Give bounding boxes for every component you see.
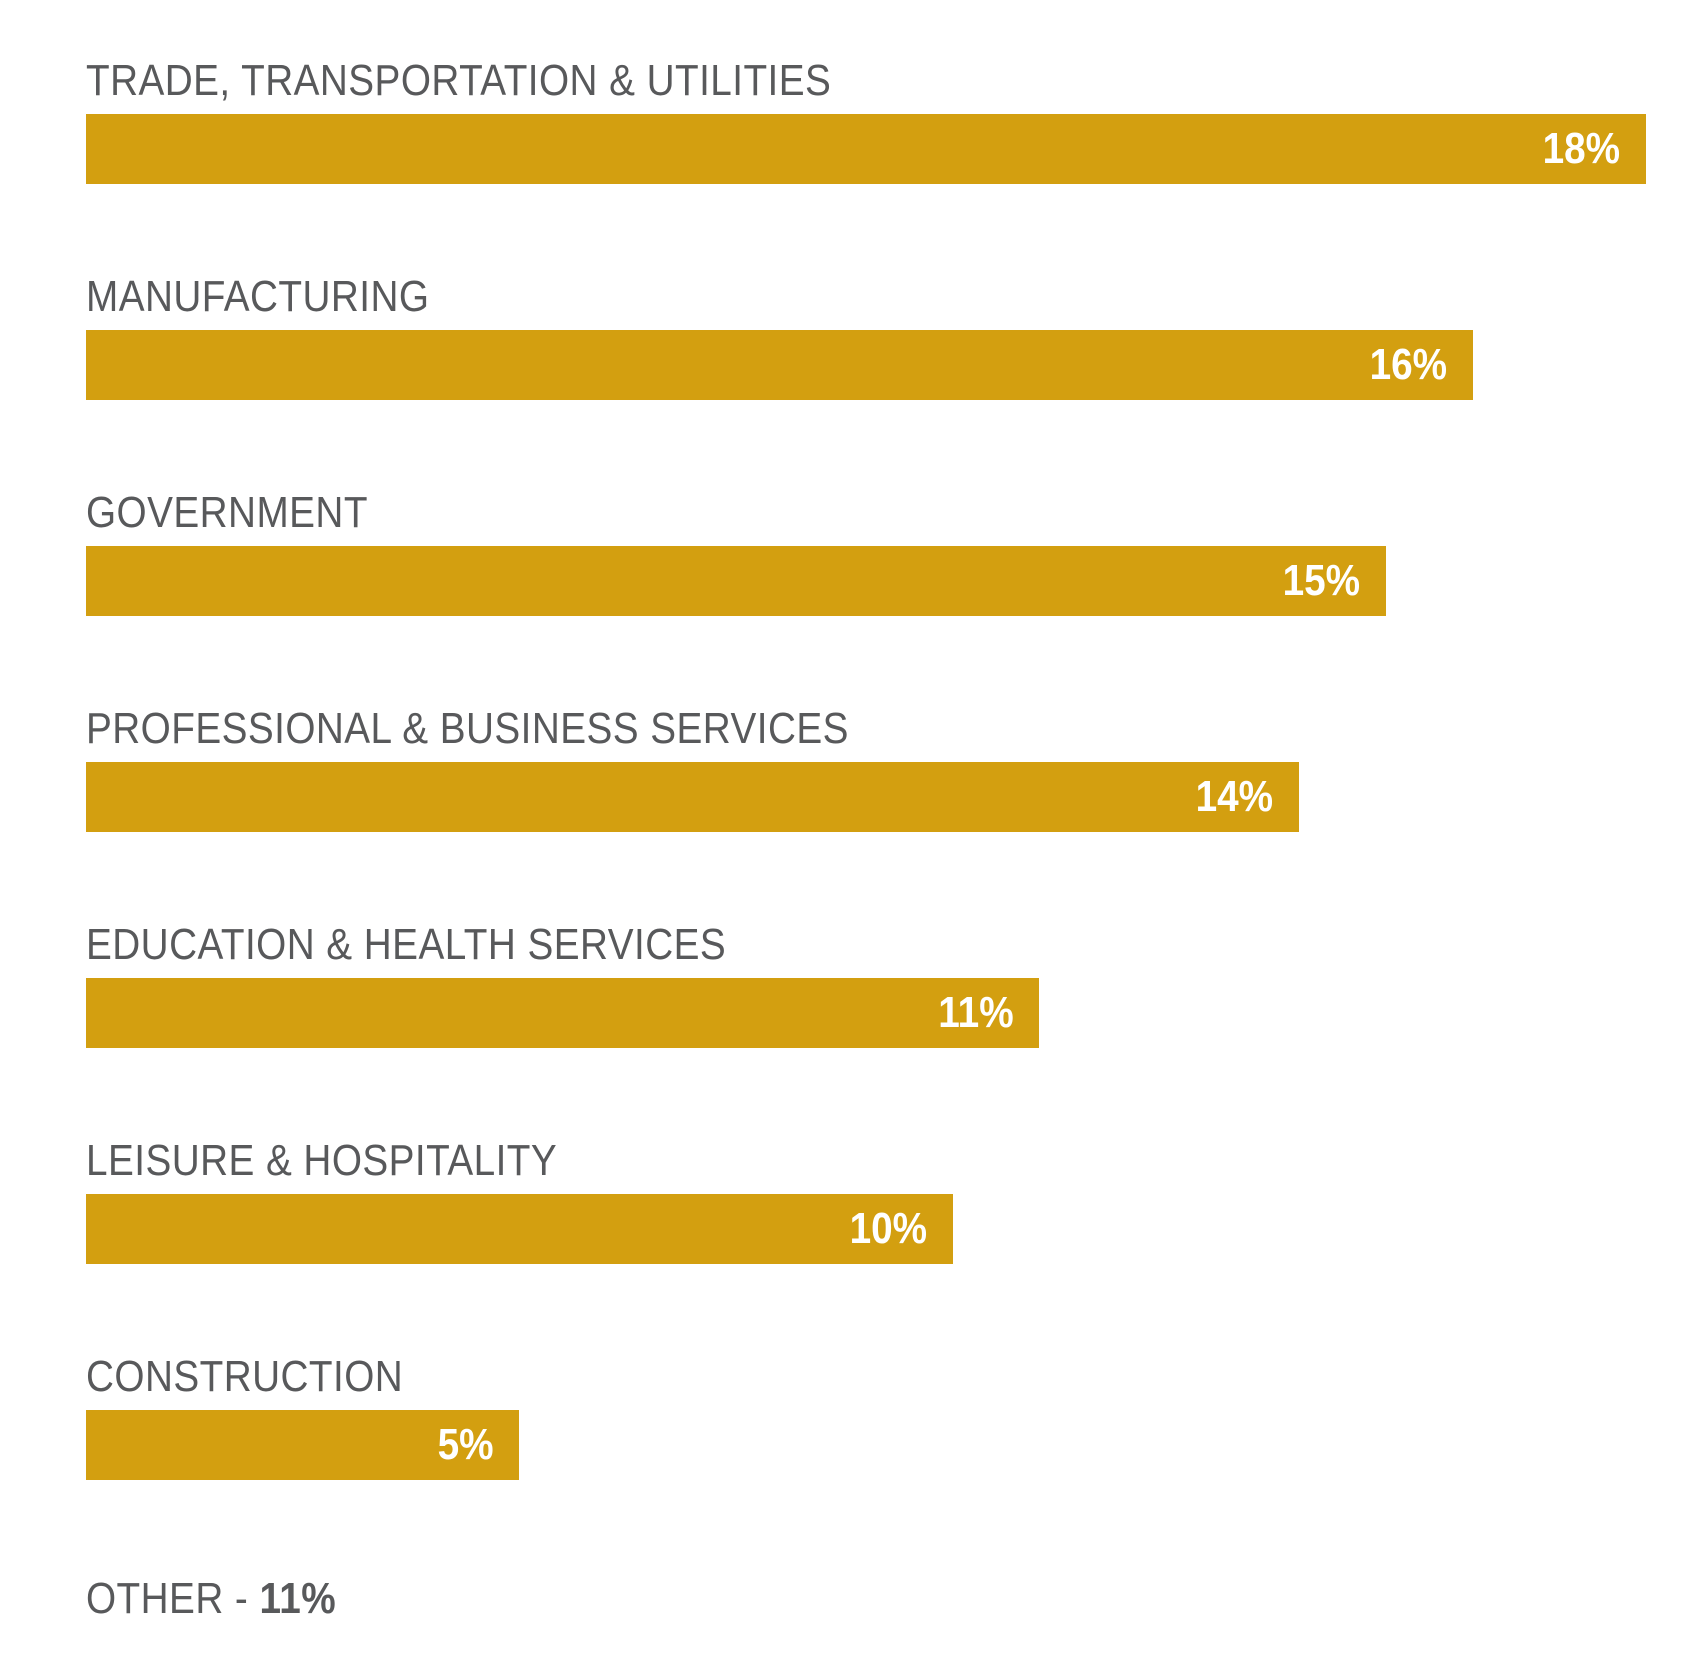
category-label: PROFESSIONAL & BUSINESS SERVICES — [86, 704, 849, 753]
bar-row: MANUFACTURING 16% — [86, 273, 1646, 463]
bar: 11% — [86, 978, 1040, 1048]
bar-value-label: 18% — [1542, 124, 1620, 173]
bar-row: PROFESSIONAL & BUSINESS SERVICES 14% — [86, 705, 1646, 895]
bar: 5% — [86, 1410, 520, 1480]
other-value: 11% — [259, 1574, 337, 1623]
bar-value-label: 16% — [1369, 340, 1447, 389]
bar-value-label: 10% — [849, 1204, 927, 1253]
bar-value-label: 11% — [937, 988, 1014, 1037]
category-label: LEISURE & HOSPITALITY — [86, 1136, 558, 1185]
category-label: GOVERNMENT — [86, 488, 368, 537]
bar-row: GOVERNMENT 15% — [86, 489, 1646, 679]
bar-value-label: 14% — [1195, 772, 1274, 821]
bar: 15% — [86, 546, 1386, 616]
category-label: TRADE, TRANSPORTATION & UTILITIES — [86, 56, 832, 105]
bar-row: LEISURE & HOSPITALITY 10% — [86, 1137, 1646, 1327]
other-note: OTHER - 11% — [86, 1575, 336, 1623]
bar: 14% — [86, 762, 1300, 832]
other-label: OTHER - — [86, 1574, 260, 1623]
bar-row: EDUCATION & HEALTH SERVICES 11% — [86, 921, 1646, 1111]
category-label: CONSTRUCTION — [86, 1352, 404, 1401]
category-label: MANUFACTURING — [86, 272, 430, 321]
bar-value-label: 5% — [437, 1420, 494, 1469]
bar-row: TRADE, TRANSPORTATION & UTILITIES 18% — [86, 57, 1646, 247]
bar-value-label: 15% — [1282, 556, 1360, 605]
category-label: EDUCATION & HEALTH SERVICES — [86, 920, 727, 969]
bar: 18% — [86, 114, 1646, 184]
bar: 10% — [86, 1194, 953, 1264]
bar: 16% — [86, 330, 1473, 400]
bar-row: CONSTRUCTION 5% — [86, 1353, 1646, 1543]
